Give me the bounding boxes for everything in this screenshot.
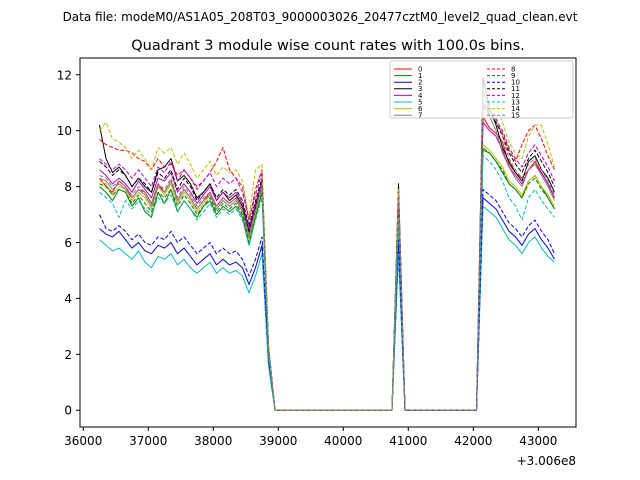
legend-label-6: 6	[418, 105, 423, 113]
series-3-line	[99, 77, 555, 411]
series-10-line	[99, 188, 555, 411]
legend-label-2: 2	[418, 79, 422, 87]
legend-box	[389, 60, 574, 119]
y-tick-label: 10	[57, 124, 72, 138]
x-axis-offset-label: +3.006e8	[517, 454, 576, 468]
y-tick-label: 0	[64, 404, 72, 418]
series-2-line	[99, 197, 555, 411]
legend-label-5: 5	[418, 98, 422, 106]
legend-label-11: 11	[511, 85, 520, 93]
x-tick-label: 43000	[519, 434, 557, 448]
series-13-line	[99, 155, 555, 411]
y-tick-label: 4	[64, 292, 72, 306]
series-0-line	[99, 116, 555, 411]
legend-label-13: 13	[511, 98, 520, 106]
x-tick-label: 36000	[64, 434, 102, 448]
y-tick-label: 6	[64, 236, 72, 250]
x-tick-label: 42000	[454, 434, 492, 448]
plot-area	[99, 77, 555, 411]
series-4-line	[99, 121, 555, 411]
y-tick-label: 12	[57, 68, 72, 82]
series-15-line	[99, 102, 555, 411]
series-14-line	[99, 88, 555, 411]
series-5-line	[99, 205, 555, 411]
legend-label-15: 15	[511, 112, 520, 120]
legend-label-1: 1	[418, 72, 422, 80]
x-tick-label: 40000	[324, 434, 362, 448]
chart-title: Quadrant 3 module wise count rates with …	[131, 38, 525, 54]
series-8-line	[99, 107, 555, 411]
figure-suptitle: Data file: modeM0/AS1A05_208T03_90000030…	[63, 10, 578, 24]
legend-label-9: 9	[511, 72, 515, 80]
x-tick-label: 38000	[194, 434, 232, 448]
x-tick-label: 41000	[389, 434, 427, 448]
series-6-line	[99, 144, 555, 411]
legend-label-14: 14	[511, 105, 520, 113]
legend-label-12: 12	[511, 92, 520, 100]
y-axis: 0 2 4 6 8 10 12	[57, 68, 80, 418]
x-tick-label: 37000	[129, 434, 167, 448]
x-axis: 36000 37000 38000 39000 40000 41000 42000 43000	[64, 427, 557, 448]
series-7-line	[99, 88, 555, 411]
legend-label-7: 7	[418, 112, 422, 120]
legend-label-0: 0	[418, 65, 422, 73]
legend-label-4: 4	[418, 92, 423, 100]
y-tick-label: 2	[64, 348, 72, 362]
legend-label-10: 10	[511, 79, 520, 87]
x-tick-label: 39000	[259, 434, 297, 448]
y-tick-label: 8	[64, 180, 72, 194]
legend-label-8: 8	[511, 65, 515, 73]
legend-label-3: 3	[418, 85, 422, 93]
